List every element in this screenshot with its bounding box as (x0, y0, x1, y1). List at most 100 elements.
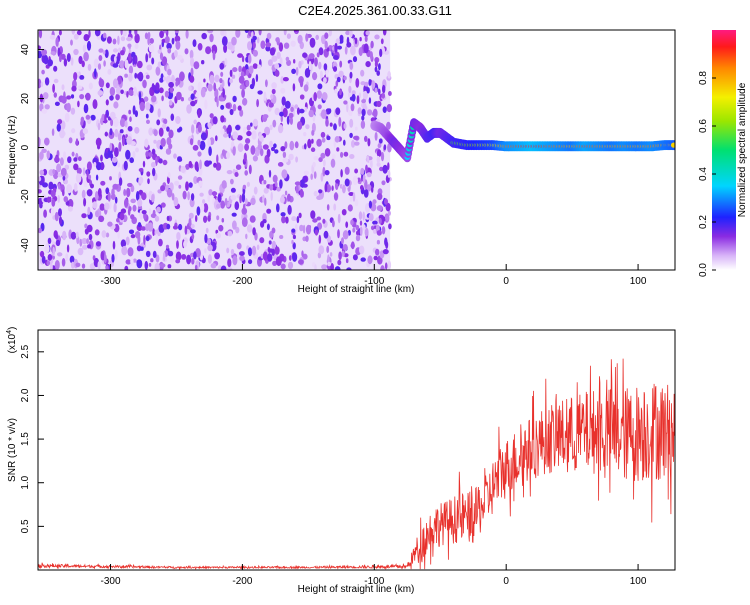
snr-y-label: SNR (10 * v/v) (7, 418, 18, 482)
noise-cell (61, 230, 67, 241)
noise-cell (387, 260, 392, 270)
noise-cell (312, 72, 318, 81)
noise-cell (382, 30, 387, 36)
colorbar-tick-label: 0.2 (698, 215, 709, 229)
colorbar-tick-label: 0.0 (698, 263, 709, 277)
noise-cell (104, 131, 109, 137)
noise-cell (271, 248, 276, 256)
noise-cell (296, 107, 300, 115)
noise-cell (209, 113, 214, 119)
noise-cell (365, 30, 370, 36)
noise-cell (112, 183, 119, 190)
noise-cell (285, 216, 289, 224)
noise-cell (54, 234, 59, 240)
noise-cell (86, 238, 89, 245)
noise-cell (155, 66, 161, 76)
noise-cell (158, 87, 164, 94)
noise-cell (232, 146, 236, 156)
noise-cell (185, 181, 189, 192)
noise-cell (114, 147, 119, 158)
noise-cell (286, 33, 291, 39)
snr-multiplier: (x104) (6, 327, 18, 354)
noise-cell (268, 169, 272, 178)
noise-cell (201, 32, 207, 40)
noise-cell (81, 263, 86, 269)
noise-cell (257, 64, 262, 69)
noise-cell (39, 151, 44, 160)
noise-cell (227, 41, 233, 50)
noise-cell (189, 138, 194, 146)
noise-cell (192, 39, 197, 47)
noise-cell (361, 99, 366, 104)
spectrogram-x-ticks: -300 -200 -100 0 100 (101, 264, 647, 287)
noise-cell (228, 131, 231, 139)
noise-cell (92, 99, 98, 110)
noise-cell (221, 218, 225, 223)
noise-cell (257, 143, 263, 151)
noise-cell (230, 178, 234, 185)
noise-cell (167, 47, 172, 54)
noise-cell (128, 65, 134, 75)
noise-cell (97, 188, 102, 197)
noise-cell (316, 90, 322, 99)
noise-cell (204, 233, 208, 244)
noise-cell (50, 51, 56, 56)
noise-cell (119, 118, 126, 128)
noise-cell (169, 86, 174, 94)
noise-cell (101, 230, 107, 238)
noise-cell (252, 118, 259, 127)
noise-cell (354, 126, 358, 131)
noise-cell (299, 224, 304, 232)
noise-cell (245, 79, 250, 87)
noise-cell (134, 43, 139, 50)
noise-cell (111, 157, 118, 163)
noise-cell (209, 33, 214, 43)
noise-cell (384, 198, 388, 205)
noise-cell (321, 137, 326, 143)
noise-cell (265, 42, 272, 48)
noise-cell (112, 48, 119, 53)
noise-cell (326, 135, 331, 141)
noise-cell (135, 191, 140, 201)
noise-cell (326, 245, 330, 253)
noise-cell (232, 95, 237, 103)
noise-cell (48, 181, 54, 190)
noise-cell (295, 66, 299, 76)
noise-cell (291, 228, 296, 233)
noise-cell (193, 251, 197, 260)
noise-cell (263, 187, 269, 194)
noise-cell (100, 251, 105, 261)
noise-cell (128, 30, 132, 34)
noise-cell (99, 203, 105, 211)
noise-cell (127, 247, 134, 257)
noise-cell (355, 224, 360, 231)
noise-cell (215, 232, 221, 239)
noise-cell (236, 135, 243, 141)
noise-cell (179, 71, 185, 82)
noise-cell (76, 167, 82, 175)
noise-cell (279, 111, 284, 117)
noise-cell (159, 30, 165, 39)
noise-cell (166, 215, 170, 221)
noise-cell (363, 189, 369, 198)
noise-cell (274, 107, 280, 116)
noise-cell (349, 196, 353, 202)
noise-cell (166, 126, 170, 132)
noise-cell (193, 119, 197, 125)
noise-cell (189, 75, 195, 83)
noise-cell (109, 86, 116, 96)
noise-cell (94, 191, 99, 201)
noise-cell (61, 84, 65, 91)
noise-cell (277, 124, 284, 134)
noise-cell (61, 258, 66, 267)
noise-cell (125, 259, 132, 265)
noise-cell (226, 127, 230, 134)
noise-cell (147, 222, 154, 232)
noise-cell (58, 30, 62, 36)
noise-cell (271, 146, 275, 152)
noise-cell (363, 43, 369, 54)
noise-cell (380, 265, 385, 270)
noise-cell (235, 30, 241, 38)
noise-cell (93, 58, 99, 68)
noise-cell (159, 263, 166, 268)
